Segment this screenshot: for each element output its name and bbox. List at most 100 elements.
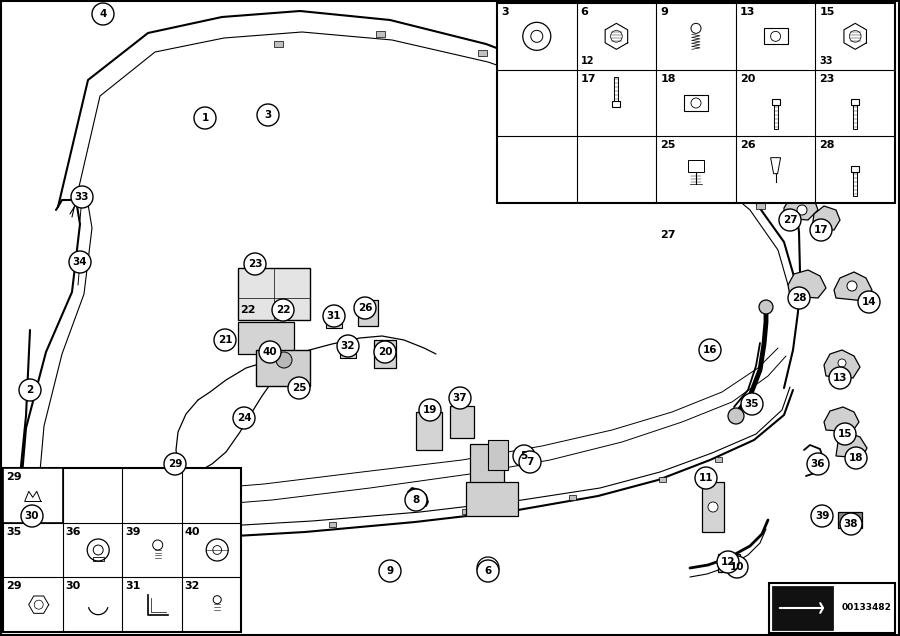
Circle shape — [194, 107, 216, 129]
Bar — [838, 512, 862, 528]
Circle shape — [405, 489, 427, 511]
Circle shape — [477, 557, 499, 579]
Text: 21: 21 — [218, 335, 232, 345]
Text: 28: 28 — [819, 141, 835, 150]
Circle shape — [379, 560, 401, 582]
Circle shape — [233, 407, 255, 429]
Bar — [340, 338, 356, 358]
Text: 7: 7 — [526, 457, 534, 467]
Circle shape — [834, 423, 856, 445]
Circle shape — [354, 297, 376, 319]
Bar — [756, 203, 765, 209]
Text: 20: 20 — [378, 347, 392, 357]
Circle shape — [384, 562, 400, 578]
Bar — [569, 495, 576, 500]
Text: 19: 19 — [423, 405, 437, 415]
Bar — [3, 468, 241, 632]
Text: 20: 20 — [740, 74, 755, 84]
Circle shape — [847, 281, 857, 291]
Circle shape — [171, 459, 185, 473]
Circle shape — [388, 566, 396, 574]
Text: 33: 33 — [819, 56, 832, 66]
Bar — [256, 350, 310, 386]
Text: 11: 11 — [698, 473, 713, 483]
Polygon shape — [784, 194, 818, 220]
Circle shape — [477, 560, 499, 582]
Text: 26: 26 — [740, 141, 755, 150]
Circle shape — [741, 393, 763, 415]
Text: 35: 35 — [6, 527, 22, 537]
Text: 29: 29 — [6, 472, 22, 482]
Text: 35: 35 — [745, 399, 760, 409]
Text: 13: 13 — [740, 7, 755, 17]
Text: 00133482: 00133482 — [842, 604, 891, 612]
Text: 14: 14 — [861, 297, 877, 307]
Circle shape — [759, 300, 773, 314]
Text: 36: 36 — [66, 527, 81, 537]
Text: 39: 39 — [125, 527, 140, 537]
Text: 10: 10 — [730, 562, 744, 572]
Circle shape — [337, 335, 359, 357]
Text: 24: 24 — [237, 413, 251, 423]
Text: 28: 28 — [792, 293, 806, 303]
Text: 9: 9 — [661, 7, 668, 17]
Circle shape — [513, 445, 535, 467]
Text: 13: 13 — [832, 373, 847, 383]
Circle shape — [811, 505, 833, 527]
Text: 37: 37 — [453, 393, 467, 403]
Text: 32: 32 — [184, 581, 200, 591]
Bar — [466, 482, 518, 516]
Bar — [470, 444, 504, 498]
Circle shape — [19, 379, 41, 401]
Text: 22: 22 — [275, 305, 290, 315]
Bar — [358, 300, 378, 326]
Text: 17: 17 — [814, 225, 828, 235]
Text: 5: 5 — [520, 451, 527, 461]
Bar — [274, 41, 283, 47]
Circle shape — [845, 447, 867, 469]
Text: 26: 26 — [358, 303, 373, 313]
Text: 24: 24 — [238, 415, 253, 425]
Text: 29: 29 — [6, 581, 22, 591]
Circle shape — [829, 367, 851, 389]
Text: 8: 8 — [412, 495, 419, 505]
Circle shape — [519, 451, 541, 473]
Circle shape — [816, 510, 832, 526]
Circle shape — [779, 209, 801, 231]
Circle shape — [374, 341, 396, 363]
Text: 12: 12 — [721, 557, 735, 567]
Text: 23: 23 — [819, 74, 835, 84]
Bar — [650, 117, 659, 123]
Circle shape — [726, 556, 748, 578]
Polygon shape — [836, 433, 867, 458]
Circle shape — [288, 377, 310, 399]
Text: 31: 31 — [125, 581, 140, 591]
Bar — [853, 172, 857, 196]
Circle shape — [419, 399, 441, 421]
Bar — [450, 406, 474, 438]
Circle shape — [164, 453, 186, 475]
Bar — [189, 530, 196, 535]
Circle shape — [807, 453, 829, 475]
Text: 3: 3 — [265, 110, 272, 120]
Text: 4: 4 — [99, 9, 107, 19]
Bar — [374, 340, 396, 368]
Bar — [702, 482, 724, 532]
Bar — [851, 99, 860, 105]
Text: 15: 15 — [819, 7, 835, 17]
Bar — [574, 79, 583, 85]
Text: 6: 6 — [580, 7, 589, 17]
Circle shape — [728, 408, 744, 424]
Circle shape — [695, 467, 717, 489]
Bar — [612, 101, 620, 107]
Text: 15: 15 — [838, 429, 852, 439]
Circle shape — [71, 186, 93, 208]
Circle shape — [449, 387, 471, 409]
Text: 30: 30 — [66, 581, 81, 591]
Text: 32: 32 — [341, 341, 356, 351]
Bar — [684, 95, 708, 111]
Bar — [718, 554, 740, 572]
Bar — [615, 77, 618, 101]
Circle shape — [699, 339, 721, 361]
Bar — [326, 308, 342, 328]
